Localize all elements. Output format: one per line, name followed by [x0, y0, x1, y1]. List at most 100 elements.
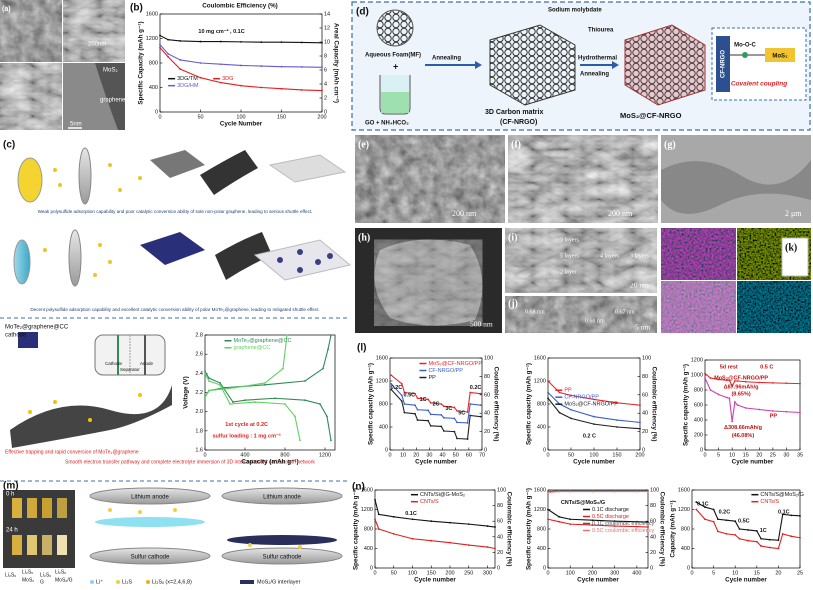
data-point [427, 409, 430, 412]
data-point [208, 389, 210, 392]
data-point [400, 382, 403, 385]
data-point [558, 411, 561, 414]
y-tick-label: 400 [149, 85, 158, 91]
y2-tick-label: 40 [497, 534, 503, 540]
data-point [219, 81, 222, 84]
data-point [768, 546, 771, 549]
x-tick-label: 25 [797, 570, 803, 576]
x-tick-label: 250 [464, 570, 473, 576]
y2-tick-label: 10 [324, 39, 330, 45]
annotation: Anode [140, 361, 154, 366]
data-point [647, 526, 649, 528]
chart: 0 5 10 15 20 25 30 35 0 200 400 600 800 1000 1200 Cycle… [683, 357, 803, 465]
data-point [179, 68, 182, 71]
chart: 0 100 200 300 400 0 400 800 1200 1600 0 20 40 60 80 100… [526, 487, 666, 583]
annotation: 0.2C [391, 385, 403, 391]
annotation: MoS₂ [772, 54, 788, 60]
mos2-block [765, 48, 795, 62]
chart: 0 50 100 150 20004008001200160002468101214Cy… [130, 3, 339, 128]
scale-label: 200 nm [452, 209, 477, 218]
data-point [717, 378, 720, 381]
annotation: 3C [445, 406, 452, 412]
data-point [286, 334, 288, 336]
y-tick-label: 2.0 [195, 409, 203, 415]
data-point [416, 397, 419, 400]
x-tick-label: 400 [240, 452, 249, 458]
annotation: Sulfur cathode [263, 555, 302, 561]
data-point [244, 399, 246, 402]
x-tick-label: 150 [612, 452, 621, 458]
data-point [569, 490, 572, 493]
x-axis-label: Cycle number [732, 459, 774, 466]
data-point [159, 46, 161, 49]
annotation: sulfur loading : 1 mg cm⁻² [212, 433, 280, 440]
y-tick-label: 1600 [361, 487, 373, 493]
data-point [167, 52, 170, 55]
scale-label: 5nm [70, 122, 82, 128]
legend-label: CF-NRGO/PP [564, 395, 599, 401]
data-point [704, 506, 706, 508]
legend-label: MoS₂/G interlayer [257, 579, 301, 585]
data-point [635, 490, 638, 493]
annotation: Lithium anode [131, 495, 169, 501]
mos2-coating [625, 25, 705, 105]
data-point [240, 40, 242, 43]
y-tick-label: 800 [537, 526, 546, 532]
data-point [467, 544, 470, 546]
eds-map [737, 281, 811, 333]
particle-texture [374, 239, 483, 326]
annotation: 0.1C [405, 511, 417, 517]
y2-tick-label: 6 [324, 67, 327, 73]
data-point [280, 41, 283, 44]
data-point [744, 380, 747, 383]
data-point [704, 377, 706, 379]
data-point [403, 411, 406, 414]
annotation: 0.67 nm [615, 309, 635, 315]
y2-tick-label: 0 [650, 565, 653, 571]
data-point [234, 386, 236, 389]
foam-icon [376, 9, 414, 47]
data-point [449, 521, 451, 524]
y2-axis-label: Coulombic efficiency (%) [492, 367, 499, 442]
x-tick-label: 0 [546, 570, 549, 576]
legend-label: CNTs/S@MoS₂/G [760, 492, 803, 498]
series-line [390, 389, 481, 440]
cf-nrgo-bar [716, 36, 730, 92]
x-axis-label: Cycle number [577, 577, 619, 584]
graphene-roll [200, 150, 258, 195]
data-point [159, 34, 161, 37]
interlayer-disk [227, 535, 337, 545]
data-point [219, 382, 221, 384]
arrow-head [475, 61, 482, 69]
chart: 0 400 800 1200 1.6 1.8 2.0 2.2 2.4 2.6 2.8 Capacity… [183, 332, 336, 466]
data-point [717, 530, 719, 533]
legend-label: CNTs/S [760, 499, 779, 505]
data-point [199, 40, 202, 43]
annotation: 0.1C [778, 509, 790, 515]
y2-tick-label: 0 [642, 447, 645, 453]
data-point [734, 520, 737, 523]
annotation: CF-NRGO [721, 50, 727, 78]
data-point [294, 415, 296, 418]
annotation: CNTs/S@MoS₂/G [561, 500, 605, 506]
electrode-icon [13, 239, 31, 285]
plot-frame [547, 357, 641, 451]
y-tick-label: 1200 [534, 507, 546, 513]
data-point [440, 414, 443, 416]
data-point [304, 399, 306, 402]
annotation: Li₂S₆ [5, 572, 16, 578]
data-point [427, 419, 430, 422]
data-point [736, 404, 739, 406]
data-point [613, 525, 616, 527]
data-point [430, 539, 433, 542]
data-point [755, 530, 758, 532]
y-tick-label: 0 [543, 565, 546, 571]
x-tick-label: 0 [373, 570, 376, 576]
data-point [547, 518, 549, 521]
data-point [466, 438, 469, 440]
data-point [547, 391, 549, 394]
data-point [442, 405, 445, 408]
annotation: 4 layers [600, 253, 619, 259]
separator-icon [78, 147, 92, 205]
x-axis-label: Cycle number [414, 577, 456, 584]
